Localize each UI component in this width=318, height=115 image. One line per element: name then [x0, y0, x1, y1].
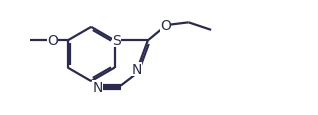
- Text: N: N: [92, 80, 103, 94]
- Text: N: N: [132, 63, 142, 76]
- Text: S: S: [112, 34, 121, 48]
- Text: O: O: [47, 34, 58, 48]
- Text: O: O: [161, 19, 171, 33]
